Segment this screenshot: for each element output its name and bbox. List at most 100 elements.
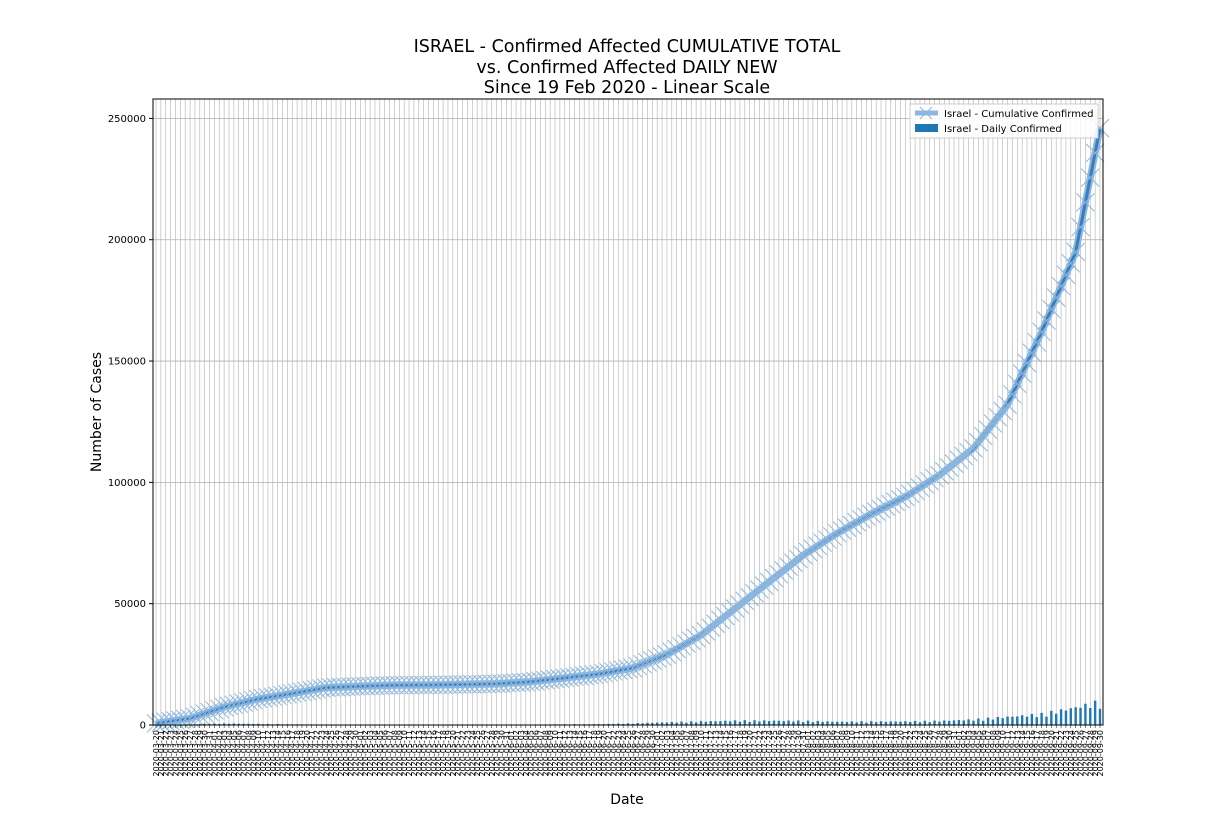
cumulative-marker	[711, 610, 730, 630]
x-tick-label: 2020-09-27	[1081, 730, 1090, 777]
cumulative-marker	[414, 675, 433, 695]
cumulative-marker	[647, 649, 667, 668]
daily-bar	[607, 723, 610, 725]
daily-bar	[218, 723, 221, 725]
cumulative-marker	[633, 654, 652, 674]
x-tick-label: 2020-06-07	[536, 730, 545, 777]
x-tick-label: 2020-08-07	[833, 730, 842, 777]
x-tick-label: 2020-09-30	[1096, 730, 1105, 777]
x-tick-label: 2020-06-21	[605, 730, 614, 777]
cumulative-marker	[920, 471, 940, 491]
daily-bar	[928, 722, 931, 725]
cumulative-marker	[424, 675, 443, 695]
cumulative-marker	[798, 542, 818, 562]
cumulative-marker	[1012, 364, 1032, 383]
cumulative-marker	[545, 669, 565, 689]
cumulative-marker	[832, 521, 852, 540]
cumulative-marker	[672, 636, 691, 656]
x-tick-label: 2020-09-03	[965, 730, 974, 777]
x-tick-label: 2020-05-21	[454, 730, 463, 777]
cumulative-marker	[404, 675, 424, 695]
cumulative-marker	[443, 675, 463, 694]
cumulative-marker	[837, 518, 857, 538]
cumulative-marker	[375, 676, 395, 695]
x-tick-label: 2020-06-01	[507, 730, 516, 777]
cumulative-marker	[409, 675, 429, 695]
x-tick-label: 2020-03-21	[157, 730, 166, 777]
cumulative-marker	[467, 674, 487, 694]
daily-bar	[1079, 707, 1082, 725]
daily-bar	[972, 720, 975, 725]
cumulative-marker	[351, 676, 370, 696]
daily-bar	[836, 721, 839, 725]
cumulative-marker	[871, 499, 891, 519]
cumulative-marker	[482, 674, 502, 694]
x-tick-label: 2020-07-28	[785, 730, 794, 777]
x-tick-label: 2020-06-03	[517, 730, 526, 777]
cumulative-marker	[988, 407, 1008, 427]
daily-bar	[660, 722, 664, 725]
x-tick-label: 2020-03-28	[191, 730, 200, 777]
cumulative-marker	[861, 504, 881, 524]
daily-bar	[996, 716, 1000, 725]
daily-bar	[247, 723, 250, 725]
cumulative-marker	[691, 625, 711, 645]
x-tick-label: 2020-07-02	[658, 730, 667, 777]
x-tick-label: 2020-06-29	[643, 730, 652, 777]
daily-bar	[690, 721, 693, 725]
x-tick-label: 2020-05-12	[410, 730, 419, 777]
x-tick-label: 2020-04-13	[269, 730, 278, 777]
x-tick-label: 2020-06-24	[619, 730, 628, 777]
cumulative-marker	[569, 666, 589, 686]
daily-bars	[154, 700, 1102, 725]
x-tick-label: 2020-09-08	[989, 730, 998, 777]
daily-bar	[913, 720, 917, 725]
daily-bar	[738, 721, 742, 725]
x-tick-label: 2020-07-09	[692, 730, 701, 777]
x-tick-label: 2020-05-17	[434, 730, 443, 777]
x-tick-label: 2020-08-22	[906, 730, 915, 777]
cumulative-marker	[433, 675, 453, 695]
daily-bar	[874, 722, 878, 725]
chart-title-line-1: ISRAEL - Confirmed Affected CUMULATIVE T…	[414, 37, 841, 57]
x-tick-label: 2020-05-03	[366, 730, 375, 777]
cumulative-marker	[565, 667, 584, 687]
x-tick-label: 2020-09-07	[984, 730, 993, 777]
cumulative-marker	[964, 439, 983, 458]
x-axis-label: Date	[610, 792, 643, 808]
x-tick-label: 2020-09-06	[979, 730, 988, 777]
x-tick-label: 2020-03-31	[206, 730, 215, 777]
daily-bar	[232, 723, 236, 725]
x-tick-label: 2020-08-26	[926, 730, 935, 777]
cumulative-marker	[910, 478, 930, 497]
daily-bar	[889, 721, 892, 725]
x-tick-label: 2020-05-24	[468, 730, 477, 777]
cumulative-marker	[876, 497, 896, 516]
cumulative-marker	[818, 530, 837, 549]
cumulative-marker	[555, 668, 575, 688]
daily-bar	[767, 721, 771, 725]
x-tick-label: 2020-06-12	[561, 730, 570, 777]
x-tick-label: 2020-03-24	[171, 730, 180, 777]
x-tick-label: 2020-07-13	[712, 730, 721, 777]
cumulative-marker	[847, 512, 867, 532]
daily-bar	[811, 722, 815, 725]
cumulative-marker	[978, 420, 998, 440]
x-tick-label: 2020-08-17	[882, 730, 891, 777]
x-tick-label: 2020-04-09	[249, 730, 258, 777]
daily-bar	[621, 723, 625, 725]
x-tick-label: 2020-06-18	[590, 730, 599, 777]
x-tick-label: 2020-06-23	[614, 730, 623, 777]
cumulative-marker	[1051, 276, 1071, 296]
cumulative-marker	[740, 587, 760, 607]
cumulative-marker	[934, 461, 954, 481]
x-tick-label: 2020-07-10	[697, 730, 706, 777]
cumulative-marker	[730, 595, 750, 615]
legend: Israel - Cumulative Confirmed Israel - D…	[909, 103, 1099, 139]
cumulative-marker	[725, 599, 745, 618]
x-tick-label: 2020-06-06	[532, 730, 541, 777]
cumulative-marker	[745, 583, 764, 603]
cumulative-marker	[667, 639, 687, 659]
x-tick-label: 2020-04-29	[347, 730, 356, 777]
daily-bar	[714, 721, 717, 725]
